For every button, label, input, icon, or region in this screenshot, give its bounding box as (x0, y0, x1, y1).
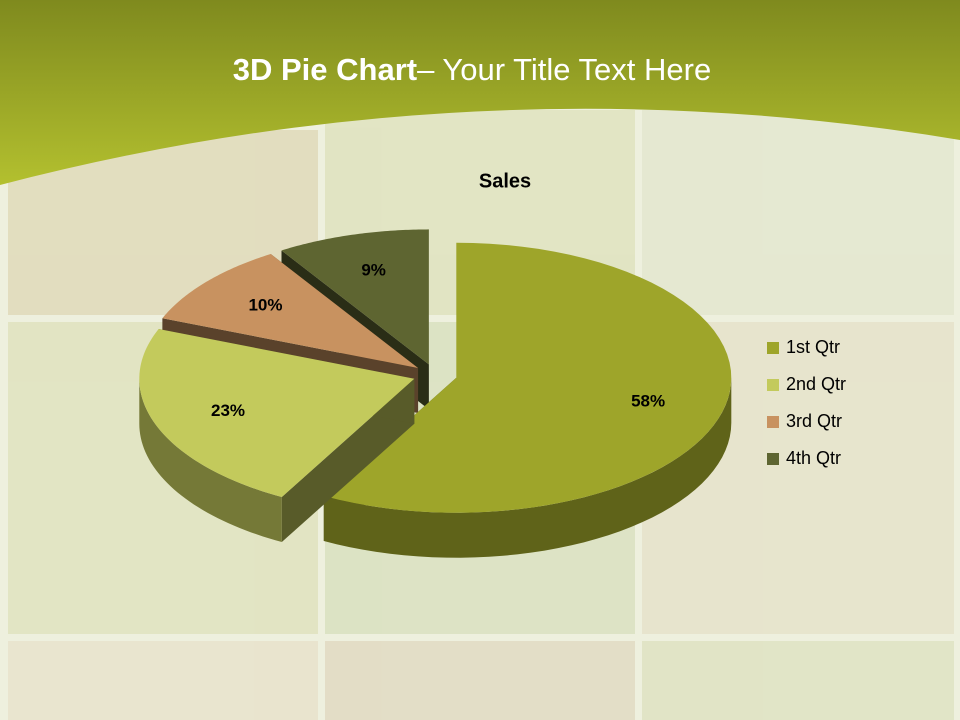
slice (323, 242, 732, 513)
data-label: 58% (631, 391, 665, 410)
legend-swatch (767, 379, 779, 391)
slice (162, 254, 419, 368)
pie (139, 229, 732, 558)
slice-wall (323, 377, 732, 558)
header-band (0, 0, 960, 185)
legend-swatch (767, 342, 779, 354)
slide-title: 3D Pie Chart– Your Title Text Here (233, 52, 711, 87)
legend-label: 2nd Qtr (786, 374, 846, 394)
chart-title: Sales (479, 170, 531, 192)
data-label: 9% (361, 261, 386, 280)
legend-swatch (767, 416, 779, 428)
data-label: 10% (248, 296, 282, 315)
data-label: 23% (211, 401, 245, 420)
slice (139, 329, 415, 498)
legend-label: 4th Qtr (786, 448, 841, 468)
title-rest: – Your Title Text Here (417, 52, 711, 87)
slice (281, 229, 429, 365)
legend-swatch (767, 453, 779, 465)
title-bold: 3D Pie Chart (233, 52, 417, 87)
legend-label: 1st Qtr (786, 337, 840, 357)
slice-side (281, 378, 415, 543)
legend-label: 3rd Qtr (786, 411, 842, 431)
slice-wall (139, 378, 282, 543)
